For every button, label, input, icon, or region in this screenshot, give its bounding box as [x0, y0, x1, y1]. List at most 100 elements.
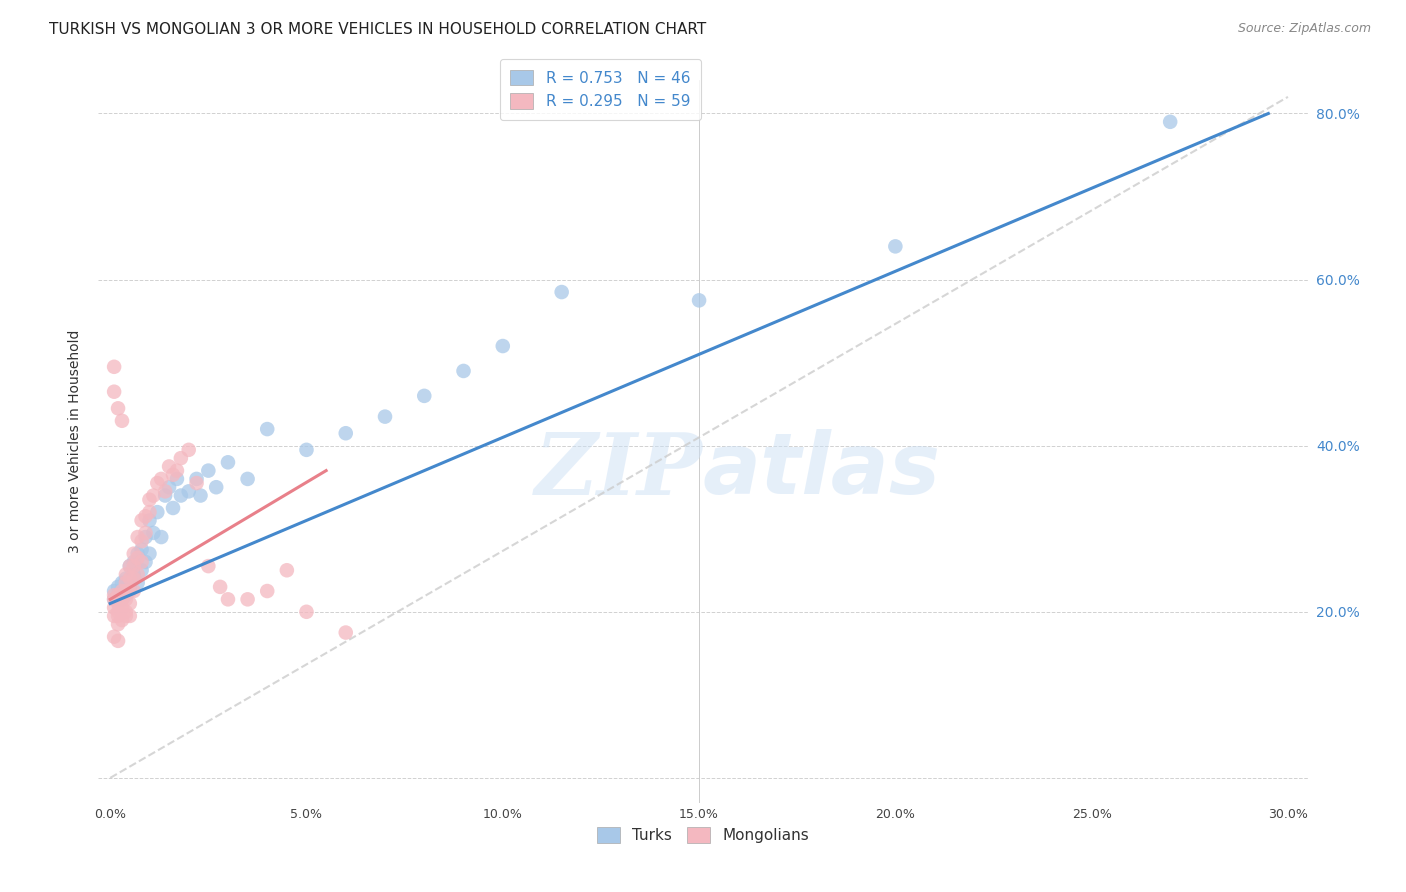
Point — [107, 588, 129, 602]
Point — [190, 489, 212, 503]
Point — [135, 525, 157, 540]
Point — [103, 592, 125, 607]
Point — [453, 364, 475, 378]
Text: TURKISH VS MONGOLIAN 3 OR MORE VEHICLES IN HOUSEHOLD CORRELATION CHART: TURKISH VS MONGOLIAN 3 OR MORE VEHICLES … — [49, 22, 706, 37]
Point — [142, 489, 165, 503]
Point — [131, 555, 153, 569]
Point — [115, 575, 138, 590]
Point — [103, 384, 125, 399]
Point — [236, 592, 259, 607]
Point — [115, 584, 138, 599]
Point — [122, 567, 145, 582]
Point — [135, 555, 157, 569]
Point — [170, 489, 193, 503]
Point — [162, 500, 184, 515]
Point — [162, 467, 184, 482]
Point — [103, 592, 125, 607]
Text: Source: ZipAtlas.com: Source: ZipAtlas.com — [1237, 22, 1371, 36]
Point — [138, 492, 160, 507]
Point — [138, 505, 160, 519]
Point — [413, 389, 436, 403]
Point — [122, 584, 145, 599]
Point — [177, 442, 200, 457]
Text: ZIP: ZIP — [536, 429, 703, 512]
Point — [146, 505, 169, 519]
Point — [295, 442, 318, 457]
Point — [131, 534, 153, 549]
Point — [115, 609, 138, 624]
Point — [111, 592, 134, 607]
Text: atlas: atlas — [703, 429, 941, 512]
Point — [103, 600, 125, 615]
Point — [157, 459, 180, 474]
Point — [111, 414, 134, 428]
Point — [115, 592, 138, 607]
Point — [335, 625, 357, 640]
Point — [276, 563, 298, 577]
Point — [186, 476, 208, 491]
Point — [122, 555, 145, 569]
Point — [166, 472, 188, 486]
Point — [492, 339, 515, 353]
Point — [236, 472, 259, 486]
Point — [118, 609, 141, 624]
Point — [127, 550, 149, 565]
Y-axis label: 3 or more Vehicles in Household: 3 or more Vehicles in Household — [69, 330, 83, 553]
Point — [135, 509, 157, 524]
Point — [111, 592, 134, 607]
Point — [688, 293, 710, 308]
Point — [122, 559, 145, 574]
Point — [217, 455, 239, 469]
Point — [107, 605, 129, 619]
Point — [256, 422, 278, 436]
Point — [103, 609, 125, 624]
Point — [131, 542, 153, 557]
Point — [103, 588, 125, 602]
Point — [335, 426, 357, 441]
Point — [107, 580, 129, 594]
Point — [186, 472, 208, 486]
Point — [107, 597, 129, 611]
Point — [111, 592, 134, 607]
Point — [118, 584, 141, 599]
Point — [115, 588, 138, 602]
Point — [217, 592, 239, 607]
Point — [209, 580, 232, 594]
Point — [127, 530, 149, 544]
Point — [146, 476, 169, 491]
Legend: Turks, Mongolians: Turks, Mongolians — [591, 822, 815, 849]
Point — [166, 464, 188, 478]
Point — [127, 547, 149, 561]
Point — [107, 617, 129, 632]
Point — [550, 285, 572, 299]
Point — [107, 633, 129, 648]
Point — [103, 630, 125, 644]
Point — [103, 359, 125, 374]
Point — [115, 605, 138, 619]
Point — [1159, 115, 1181, 129]
Point — [142, 525, 165, 540]
Point — [111, 613, 134, 627]
Point — [118, 580, 141, 594]
Point — [131, 563, 153, 577]
Point — [157, 480, 180, 494]
Point — [150, 530, 173, 544]
Point — [122, 547, 145, 561]
Point — [138, 513, 160, 527]
Point — [118, 559, 141, 574]
Point — [197, 464, 219, 478]
Point — [197, 559, 219, 574]
Point — [111, 584, 134, 599]
Point — [150, 472, 173, 486]
Point — [884, 239, 907, 253]
Point — [118, 559, 141, 574]
Point — [107, 609, 129, 624]
Point — [127, 567, 149, 582]
Point — [138, 547, 160, 561]
Point — [118, 572, 141, 586]
Point — [115, 567, 138, 582]
Point — [177, 484, 200, 499]
Point — [122, 572, 145, 586]
Point — [115, 572, 138, 586]
Point — [131, 513, 153, 527]
